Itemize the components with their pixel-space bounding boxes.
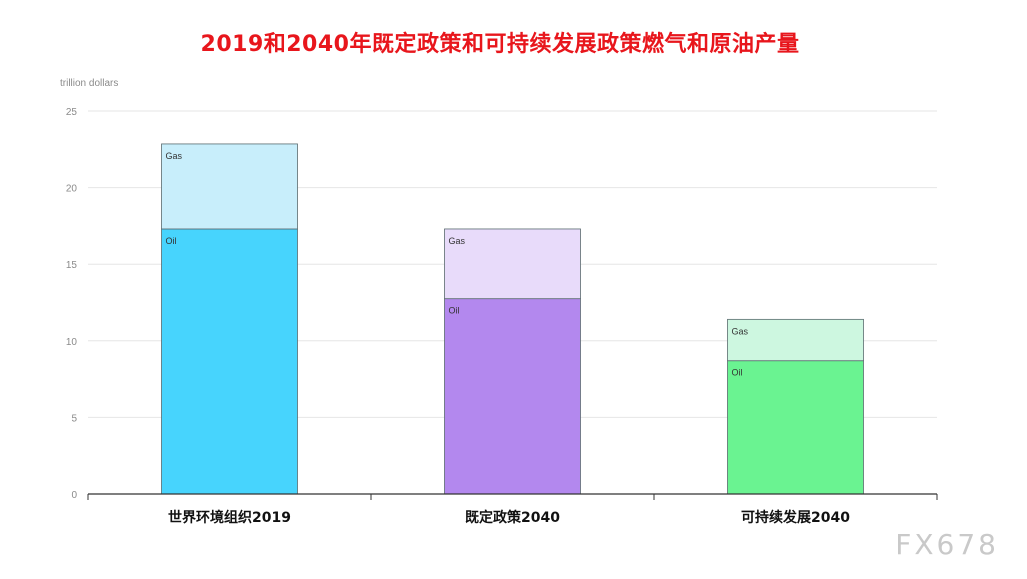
segment-label: Gas xyxy=(166,151,183,161)
x-category-label: 世界环境组织2019 xyxy=(168,509,291,526)
watermark-logo: FX678 xyxy=(895,528,999,561)
bar-segment-gas xyxy=(444,228,581,300)
x-category-label: 可持续发展2040 xyxy=(741,509,850,526)
segment-label: Oil xyxy=(449,306,460,316)
bar-segment-gas xyxy=(161,143,298,230)
segment-label: Oil xyxy=(732,368,743,378)
y-axis-unit-label: trillion dollars xyxy=(60,78,118,89)
y-tick-label: 0 xyxy=(71,490,77,501)
y-tick-label: 20 xyxy=(66,184,78,195)
y-tick-label: 10 xyxy=(66,337,78,348)
bars: Oil Gas Oil Gas Oil Gas xyxy=(161,143,864,495)
chart-title: 2019和2040年既定政策和可持续发展政策燃气和原油产量 xyxy=(200,32,800,57)
y-tick-label: 5 xyxy=(71,413,77,424)
x-category-label: 既定政策2040 xyxy=(465,509,560,526)
bar-segment-gas xyxy=(727,318,864,362)
bar-segment-oil xyxy=(444,298,581,495)
bar-segment-oil xyxy=(161,228,298,495)
segment-label: Oil xyxy=(166,236,177,246)
y-tick-label: 15 xyxy=(66,260,78,271)
segment-label: Gas xyxy=(449,236,466,246)
y-tick-label: 25 xyxy=(66,107,78,118)
y-axis-ticks: 0 5 10 15 20 25 xyxy=(66,107,78,501)
bar-segment-oil xyxy=(727,360,864,495)
x-axis: 世界环境组织2019 既定政策2040 可持续发展2040 xyxy=(87,493,938,526)
segment-label: Gas xyxy=(732,326,749,336)
